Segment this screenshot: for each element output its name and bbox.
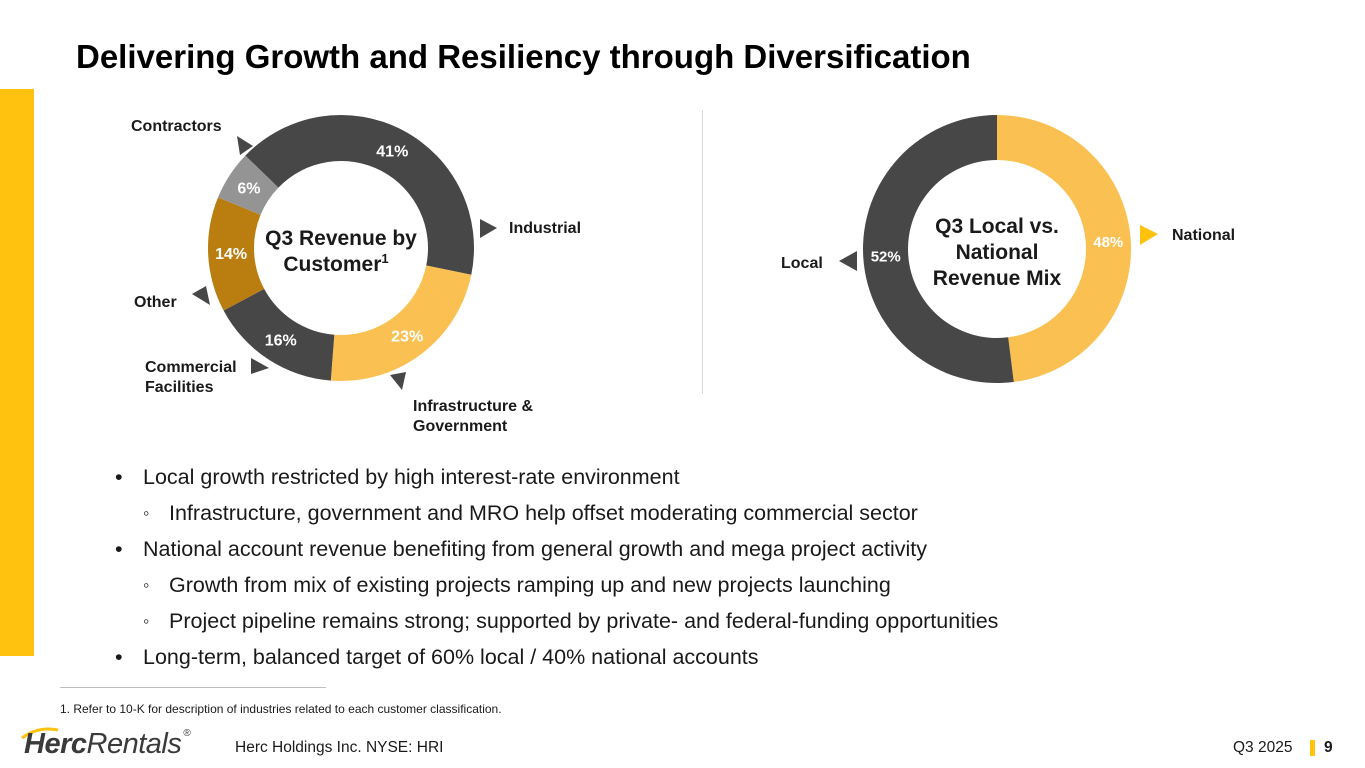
customer-data-label: 6% <box>237 180 260 197</box>
customer-slice-commercial-facilities <box>207 197 265 311</box>
footnote-rule <box>60 687 326 688</box>
callout-infrastructure-line2: Government <box>413 418 508 435</box>
page-number-marker <box>1310 740 1315 756</box>
logo-registered-mark: ® <box>183 728 191 739</box>
callout-commercial: Commercial Facilities <box>145 358 237 398</box>
bullet-item: National account revenue benefiting from… <box>115 531 998 567</box>
other-arrow-icon <box>192 286 210 305</box>
sub-bullet-item: Infrastructure, government and MRO help … <box>115 495 998 531</box>
customer-slice-infrastructure-government <box>223 288 335 381</box>
customer-data-label: 14% <box>215 246 247 263</box>
commercial-arrow-icon <box>251 358 269 374</box>
logo-text-bold: Herc <box>24 728 87 760</box>
page-title: Delivering Growth and Resiliency through… <box>76 38 971 75</box>
herc-rentals-logo: HercRentals ® <box>24 728 191 761</box>
callout-national: National <box>1172 227 1236 244</box>
accent-bar <box>0 89 34 656</box>
callout-infrastructure: Infrastructure & Government <box>413 397 533 437</box>
logo-swoosh-icon <box>21 727 59 740</box>
industrial-arrow-icon <box>480 219 497 238</box>
footnote-marker: 1 <box>381 251 388 266</box>
customer-data-label: 41% <box>376 143 408 160</box>
sub-bullet-item: Growth from mix of existing projects ram… <box>115 567 998 603</box>
callout-commercial-line1: Commercial <box>145 359 237 376</box>
callout-industrial: Industrial <box>509 220 582 237</box>
donut2-center-line2: National <box>956 241 1039 264</box>
chart-divider <box>702 110 703 394</box>
callout-other: Other <box>134 294 177 311</box>
report-period: Q3 2025 <box>1233 739 1293 756</box>
infrastructure-arrow-icon <box>390 372 406 390</box>
footnote: 1. Refer to 10-K for description of indu… <box>60 702 502 716</box>
donut1-center-line2-text: Customer <box>283 253 381 276</box>
customer-data-label: 16% <box>265 333 297 350</box>
callout-local: Local <box>781 255 823 272</box>
callout-contractors: Contractors <box>131 118 222 135</box>
revenue-by-customer-donut: 41% 23% 16% 14% 6% <box>207 115 474 381</box>
local-arrow-icon <box>839 251 857 271</box>
mix-slice-local <box>862 115 1014 383</box>
customer-slice-other <box>218 155 279 215</box>
donut2-center-line1: Q3 Local vs. <box>935 215 1059 238</box>
mix-slice-national <box>997 115 1131 382</box>
callout-infrastructure-line1: Infrastructure & <box>413 398 534 415</box>
bullet-list: Local growth restricted by high interest… <box>115 459 998 675</box>
customer-slice-industrial <box>330 265 472 381</box>
contractors-arrow-icon <box>237 136 253 155</box>
mix-data-label: 52% <box>871 248 901 265</box>
bullet-item: Long-term, balanced target of 60% local … <box>115 639 998 675</box>
mix-data-label: 48% <box>1093 234 1123 251</box>
local-vs-national-donut: 48% 52% <box>862 115 1131 383</box>
bullet-item: Local growth restricted by high interest… <box>115 459 998 495</box>
donut2-center-line3: Revenue Mix <box>933 267 1062 290</box>
sub-bullet-item: Project pipeline remains strong; support… <box>115 603 998 639</box>
national-arrow-icon <box>1140 225 1158 245</box>
company-ticker: Herc Holdings Inc. NYSE: HRI <box>235 739 444 756</box>
page-number: 9 <box>1324 739 1333 756</box>
customer-data-label: 23% <box>391 328 423 345</box>
donut1-center-line2: Customer1 <box>283 251 388 276</box>
logo-text-regular: Rentals <box>86 728 182 760</box>
callout-commercial-line2: Facilities <box>145 379 214 396</box>
customer-slice-contractors <box>245 115 474 275</box>
donut1-center-line1: Q3 Revenue by <box>265 227 417 250</box>
